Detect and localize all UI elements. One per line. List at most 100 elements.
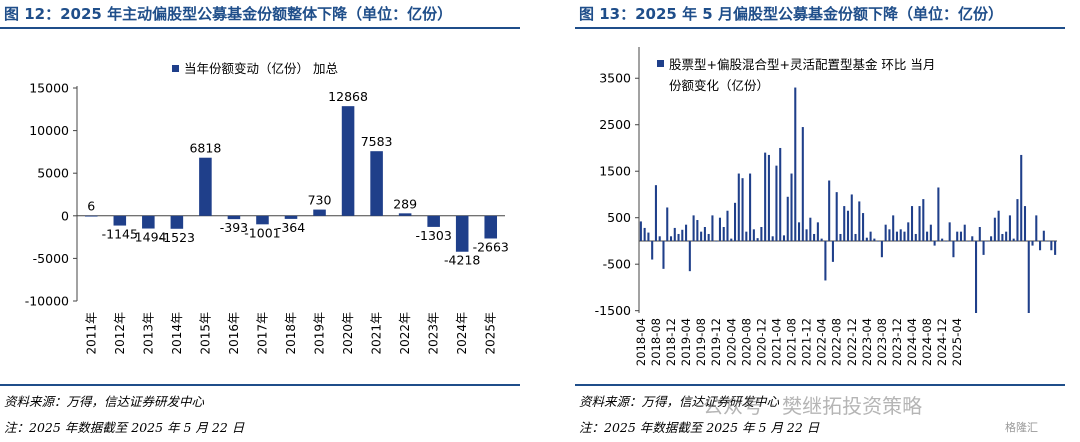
y-tick-label: 0 (61, 208, 69, 223)
bar (873, 238, 876, 241)
bar (771, 236, 774, 241)
bar (455, 215, 469, 252)
x-tick-label: 2024年 (455, 312, 469, 355)
x-tick-label: 2022-08 (830, 318, 844, 366)
data-label: -364 (277, 220, 305, 235)
bar (113, 215, 127, 226)
bar (227, 215, 241, 220)
data-label: -1001 (244, 225, 280, 240)
bar (888, 229, 891, 241)
left-bar-chart: 当年份额变动（亿份） 加总 15000 10000 5000 0 -5000 -10000 6… (25, 61, 509, 355)
watermark-text: 公众号 · 樊继拓投资策略 (703, 394, 923, 418)
bar (1016, 199, 1019, 241)
bar (884, 224, 887, 241)
x-tick-label: 2024-08 (920, 318, 934, 366)
bar (839, 233, 842, 241)
bar (858, 201, 861, 241)
bar (752, 229, 755, 241)
bar (941, 238, 944, 241)
bar (993, 217, 996, 241)
bar (1039, 240, 1042, 251)
bar (1050, 240, 1053, 251)
x-tick-label: 2025年 (484, 312, 498, 355)
bar (692, 215, 695, 241)
bar (877, 240, 880, 242)
bar (801, 127, 804, 241)
bar (170, 215, 184, 229)
bar (696, 220, 699, 241)
bar (843, 206, 846, 241)
bar (798, 222, 801, 241)
x-tick-label: 2023年 (427, 312, 441, 355)
bar (398, 213, 412, 216)
bar (764, 152, 767, 241)
x-tick-label: 2020-08 (739, 318, 753, 366)
left-footer-rule (0, 384, 520, 386)
legend-label: 当年份额变动（亿份） 加总 (184, 61, 338, 76)
bar (775, 165, 778, 241)
legend-swatch (172, 65, 179, 72)
y-tick-label: -5000 (33, 251, 69, 266)
bar (669, 236, 673, 241)
bar (711, 215, 714, 241)
bar (820, 238, 823, 241)
legend-label-line1: 股票型+偏股混合型+灵活配置型基金 环比 当月 (669, 57, 935, 72)
y-tick-label: 2500 (599, 117, 631, 132)
bar (892, 215, 895, 241)
bar (370, 151, 383, 216)
bar (850, 194, 853, 241)
bar (967, 240, 970, 242)
bar (749, 173, 752, 241)
y-tick-label: -500 (603, 257, 631, 272)
bar (1054, 240, 1057, 255)
right-chart-panel: 图 13：2025 年 5 月偏股型公募基金份额下降（单位：亿份） 股票型+偏股… (575, 0, 1080, 442)
x-tick-label: 2021-04 (769, 318, 783, 366)
bar (937, 187, 940, 241)
data-label: -393 (220, 220, 248, 235)
bar (971, 236, 974, 241)
bar (831, 240, 834, 262)
bar (199, 157, 212, 216)
bar (1035, 215, 1038, 241)
bar (956, 231, 959, 241)
x-tick-label: 2024-12 (935, 318, 949, 366)
bar (963, 224, 966, 241)
data-label: 12868 (328, 89, 368, 104)
data-label: 6 (87, 199, 95, 214)
bar (142, 215, 155, 229)
x-tick-label: 2020年 (341, 312, 355, 355)
bar (854, 233, 857, 241)
bar (959, 231, 963, 241)
y-tick-label: 1500 (599, 164, 631, 179)
x-tick-label: 2020-04 (724, 318, 738, 366)
x-tick-label: 2025-04 (950, 318, 964, 366)
watermark-logo-text: 格隆汇 (1005, 421, 1038, 434)
left-title-rule (0, 27, 520, 29)
bar (933, 240, 936, 246)
bar (662, 240, 665, 269)
left-chart-panel: 图 12：2025 年主动偏股型公募基金份额整体下降（单位：亿份） 当年份额变动… (0, 0, 520, 442)
bar (84, 215, 98, 217)
bar (846, 210, 850, 241)
bar (1001, 233, 1004, 241)
bar (986, 240, 989, 242)
bar (341, 106, 355, 216)
x-tick-label: 2019-08 (694, 318, 708, 366)
bar (862, 213, 865, 241)
bar (722, 227, 725, 241)
bar (1027, 240, 1030, 313)
bar (1046, 240, 1049, 242)
bar (918, 206, 921, 241)
bar (948, 222, 951, 241)
bar (745, 231, 748, 241)
bar (952, 240, 955, 258)
right-date-note: 注：2025 年数据截至 2025 年 5 月 22 日 (579, 420, 820, 435)
bar (922, 199, 925, 241)
bar (256, 215, 269, 225)
bar (741, 178, 744, 241)
bar (681, 229, 684, 241)
x-tick-label: 2016年 (227, 312, 241, 355)
bar (1042, 230, 1045, 241)
bar (926, 231, 929, 241)
